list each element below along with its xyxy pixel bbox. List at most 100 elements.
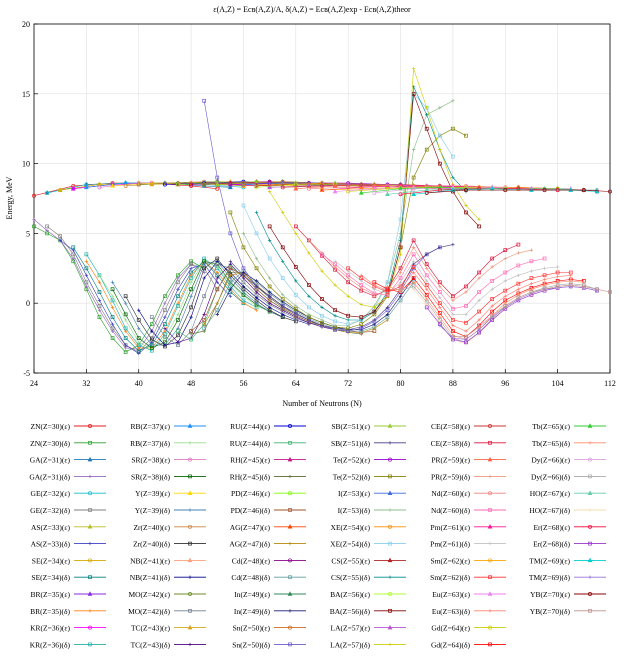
data-point bbox=[137, 326, 141, 331]
legend-item: BA(Z=56)(δ) bbox=[330, 607, 406, 616]
data-point bbox=[411, 287, 416, 291]
data-point bbox=[97, 298, 102, 303]
legend-item: LA(Z=57)(δ) bbox=[330, 640, 406, 649]
legend-label: BA(Z=56)(δ) bbox=[330, 607, 371, 616]
legend-marker bbox=[88, 609, 92, 613]
legend-item: AG(Z=47)(δ) bbox=[229, 540, 306, 549]
data-point bbox=[451, 242, 455, 247]
legend-label: RB(Z=37)(ε) bbox=[131, 422, 171, 431]
data-point bbox=[398, 276, 403, 280]
data-point bbox=[280, 276, 285, 280]
data-point bbox=[280, 245, 285, 250]
legend-item: YB(Z=70)(ε) bbox=[530, 590, 606, 599]
data-point bbox=[228, 259, 233, 264]
data-point bbox=[176, 312, 180, 317]
legend-item: SR(Z=38)(ε) bbox=[131, 456, 206, 465]
data-point bbox=[359, 273, 363, 277]
legend-item: HO(Z=67)(δ) bbox=[529, 506, 606, 515]
legend-item: Tb(Z=65)(ε) bbox=[532, 422, 606, 431]
data-point bbox=[267, 189, 272, 194]
data-point bbox=[123, 301, 128, 305]
data-point bbox=[84, 273, 89, 277]
data-point bbox=[346, 322, 351, 326]
data-point bbox=[320, 252, 324, 257]
data-point bbox=[451, 126, 455, 131]
data-point bbox=[32, 217, 36, 222]
legend-label: In(Z=49)(δ) bbox=[234, 607, 271, 616]
legend-label: Y(Z=39)(δ) bbox=[135, 506, 171, 515]
data-point bbox=[241, 284, 246, 289]
legend-marker bbox=[287, 524, 293, 529]
legend-marker bbox=[588, 524, 592, 529]
data-point bbox=[267, 184, 273, 190]
data-point bbox=[45, 228, 49, 233]
legend-marker bbox=[387, 490, 393, 495]
data-point bbox=[464, 312, 468, 317]
data-point bbox=[136, 182, 141, 187]
data-point bbox=[281, 293, 285, 297]
legend-item: CE(Z=58)(ε) bbox=[431, 422, 506, 431]
legend-item: Tb(Z=65)(δ) bbox=[532, 439, 606, 448]
data-point bbox=[294, 279, 298, 283]
data-point bbox=[110, 305, 115, 310]
legend-label: Sm(Z=62)(δ) bbox=[430, 573, 470, 582]
data-point bbox=[137, 340, 141, 344]
legend-marker bbox=[188, 474, 192, 479]
data-point bbox=[411, 186, 416, 191]
data-point bbox=[503, 248, 508, 253]
axis-ticks: 24 32 40 48 56 64 72 80 88 96 104 112 -5 0 5 10 15 20 bbox=[22, 20, 616, 388]
legend-label: TM(Z=69)(ε) bbox=[529, 556, 570, 565]
data-point bbox=[267, 284, 272, 289]
data-point bbox=[136, 318, 141, 322]
data-point bbox=[189, 329, 193, 333]
legend-label: Te(Z=52)(δ) bbox=[333, 472, 371, 481]
data-point bbox=[464, 284, 468, 289]
data-point bbox=[254, 284, 259, 289]
data-point bbox=[359, 302, 363, 307]
legend-item: TC(Z=43)(ε) bbox=[131, 624, 206, 633]
data-point bbox=[97, 308, 102, 312]
data-point bbox=[176, 329, 180, 333]
data-point bbox=[411, 265, 416, 269]
data-point bbox=[451, 312, 455, 317]
data-point bbox=[202, 266, 207, 271]
data-point bbox=[163, 294, 167, 299]
data-point bbox=[438, 245, 442, 250]
legend-item: Zr(Z=40)(ε) bbox=[133, 523, 206, 532]
data-point bbox=[503, 294, 507, 298]
data-point bbox=[516, 251, 521, 255]
data-point bbox=[267, 290, 272, 294]
legend-label: TC(Z=43)(ε) bbox=[131, 624, 171, 633]
legend-item: GE(Z=32)(ε) bbox=[31, 489, 106, 498]
data-point bbox=[163, 343, 167, 347]
legend-marker bbox=[88, 642, 92, 647]
data-point bbox=[149, 181, 155, 187]
data-point bbox=[228, 181, 233, 186]
legend-item: CE(Z=58)(δ) bbox=[431, 439, 506, 448]
series-line bbox=[269, 93, 480, 318]
data-point bbox=[136, 336, 141, 340]
data-point bbox=[123, 343, 128, 347]
legend-marker bbox=[588, 575, 592, 579]
data-point bbox=[202, 326, 207, 331]
data-point bbox=[123, 312, 128, 317]
series-line bbox=[387, 280, 584, 340]
legend-label: HO(Z=67)(δ) bbox=[529, 506, 570, 515]
data-point bbox=[411, 147, 416, 152]
data-point bbox=[71, 252, 76, 257]
legend-item: SB(Z=51)(δ) bbox=[331, 439, 406, 448]
data-point bbox=[438, 147, 442, 152]
data-point bbox=[595, 287, 599, 292]
data-point bbox=[110, 294, 115, 298]
data-point bbox=[398, 298, 403, 303]
legend-label: Zr(Z=40)(ε) bbox=[133, 523, 170, 532]
data-point bbox=[437, 133, 442, 138]
legend-label: SE(Z=34)(δ) bbox=[31, 573, 70, 582]
data-point bbox=[424, 262, 429, 266]
data-point bbox=[346, 313, 351, 318]
legend-item: RU(Z=44)(δ) bbox=[230, 439, 306, 448]
data-point bbox=[241, 298, 246, 303]
x-tick-label: 64 bbox=[292, 379, 300, 388]
series-delta bbox=[123, 256, 298, 349]
